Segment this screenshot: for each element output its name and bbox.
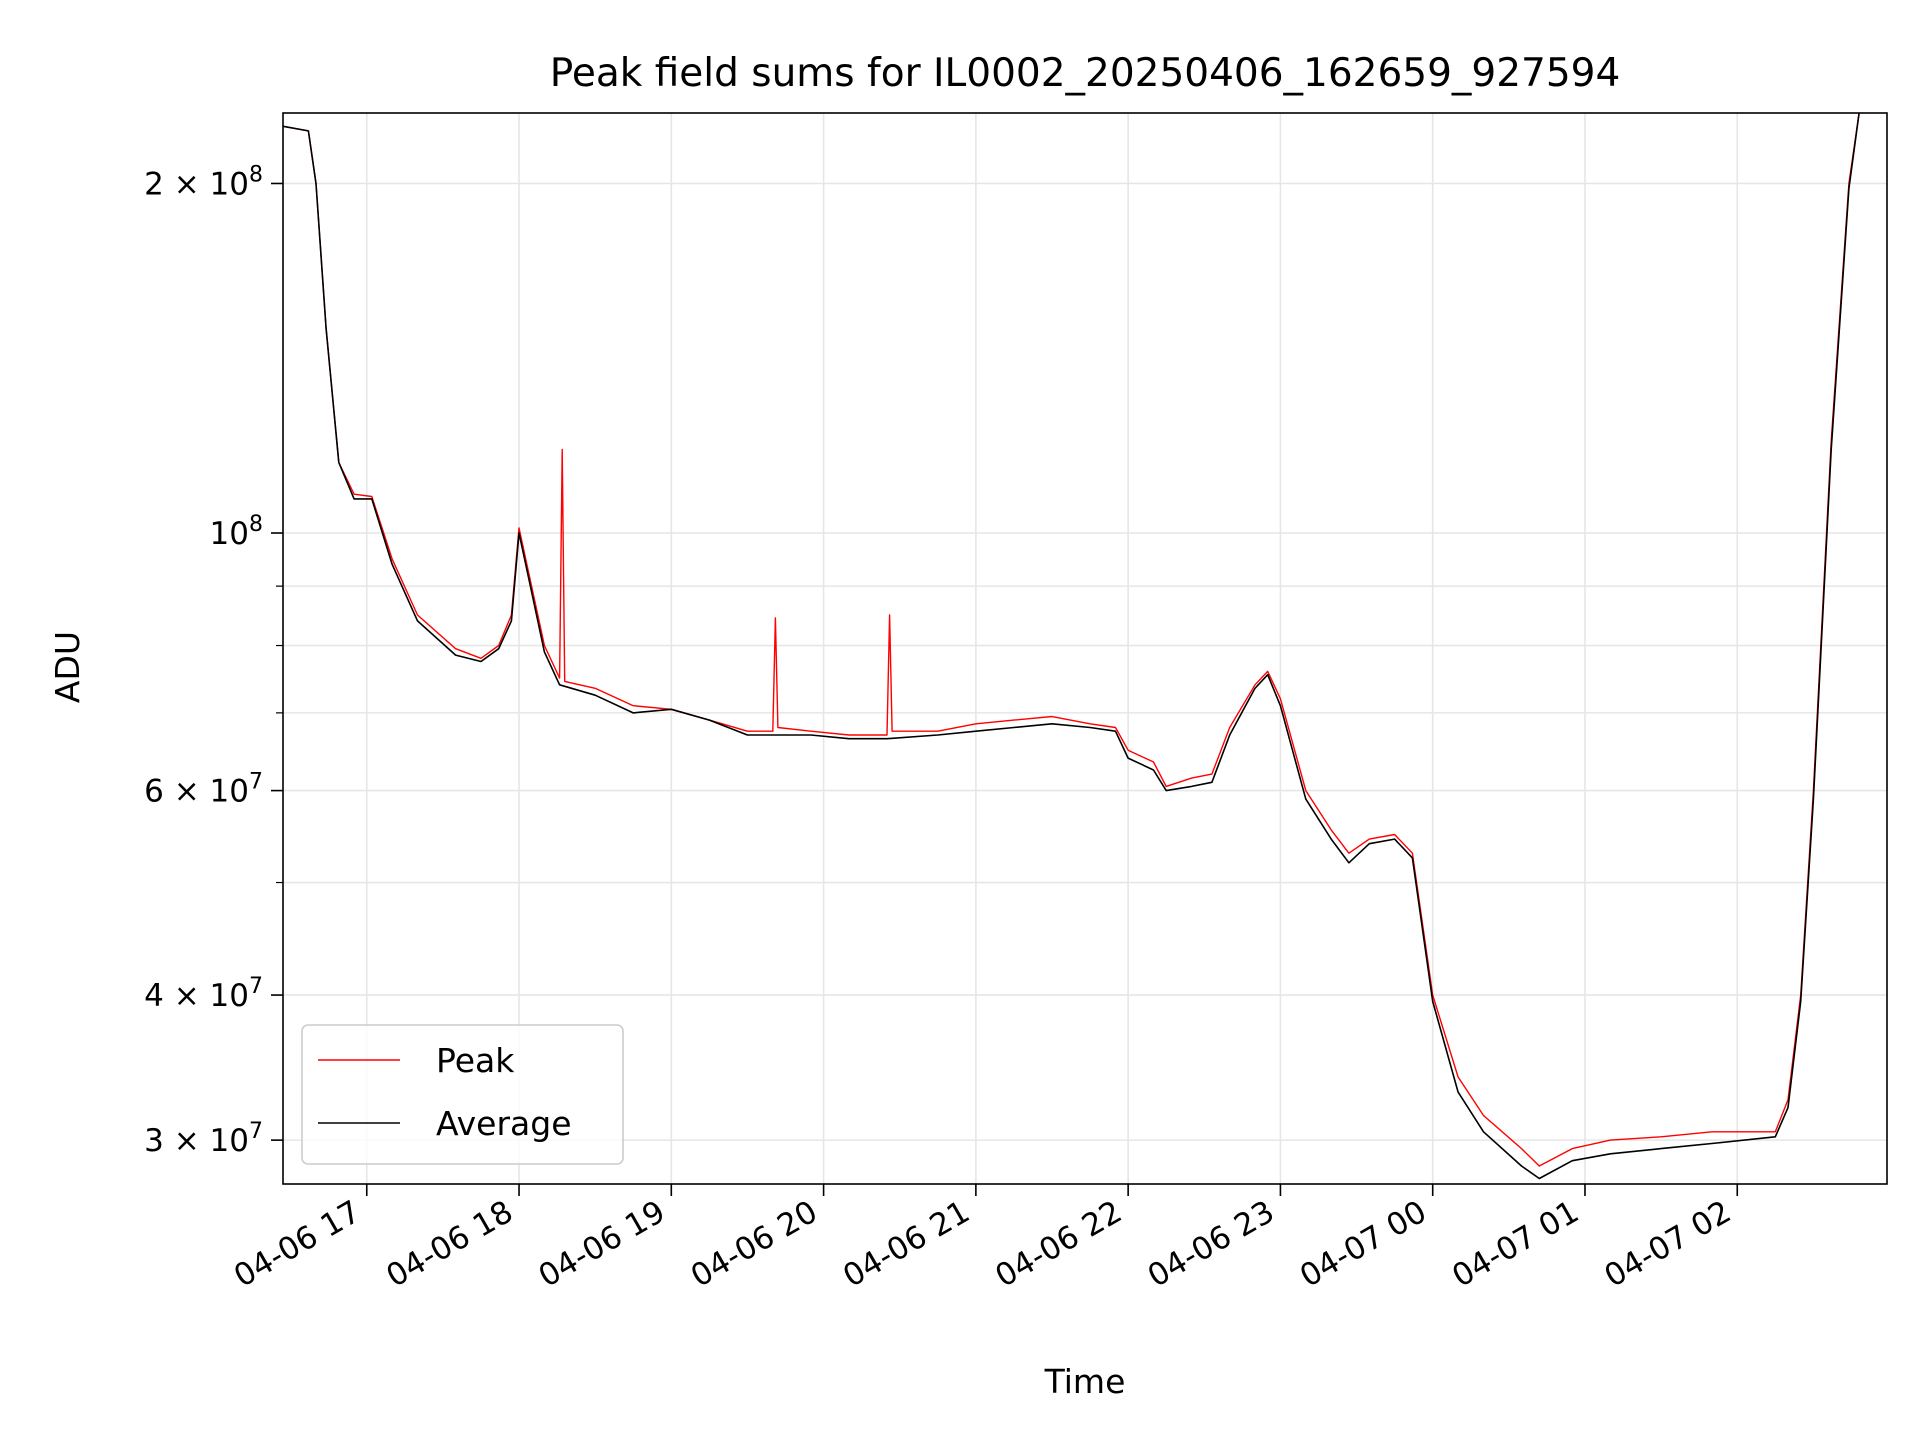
plot-frame (282, 112, 1888, 1185)
series-area (283, 113, 1860, 1180)
series-line-average (283, 113, 1860, 1180)
legend-label-average: Average (436, 1104, 572, 1143)
y-tick-label: 4 × 107 (144, 974, 263, 1014)
x-axis-label: Time (1044, 1362, 1126, 1401)
y-axis-label: ADU (48, 631, 87, 703)
y-tick-label: 3 × 107 (144, 1119, 263, 1159)
series-line-peak (283, 113, 1860, 1167)
y-tick-label: 108 (210, 512, 263, 552)
y-tick-label: 2 × 108 (144, 162, 263, 202)
legend: Peak Average (301, 1024, 624, 1165)
chart-title: Peak field sums for IL0002_20250406_1626… (550, 51, 1621, 96)
y-tick-label: 6 × 107 (144, 770, 263, 810)
legend-label-peak: Peak (436, 1041, 515, 1080)
